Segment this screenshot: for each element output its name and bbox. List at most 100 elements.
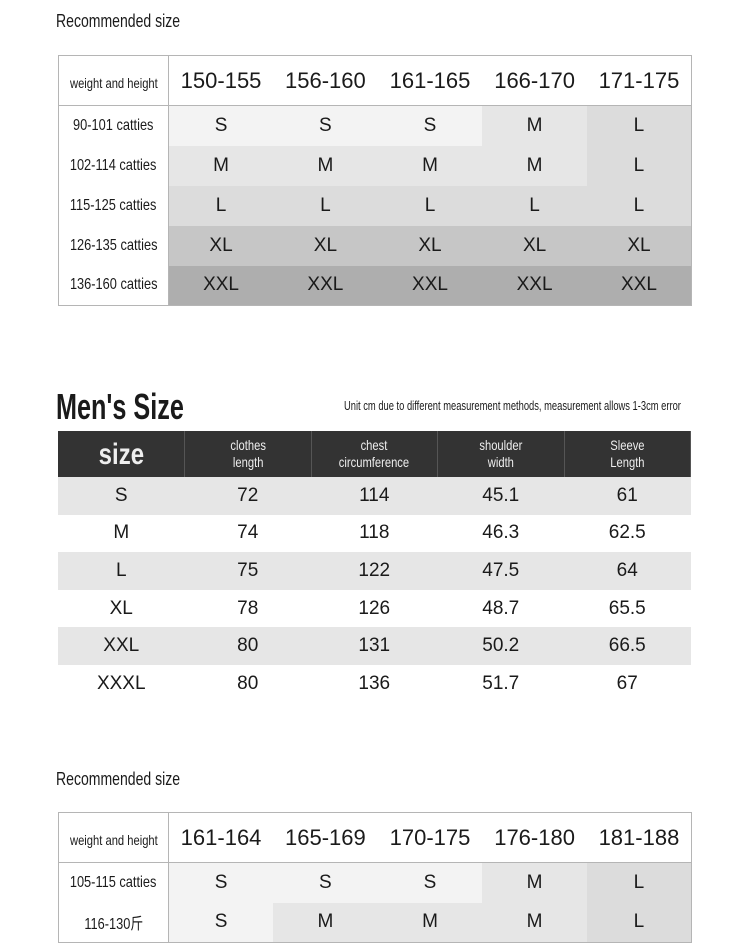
table-row: XXL 80 131 50.2 66.5 [58,627,691,665]
weight-label: 105-115 catties [58,862,169,903]
recommended-size-title-1: Recommended size [56,11,181,31]
header-text: clothes length [230,437,265,471]
table-row: 102-114 catties M M M M L [58,145,692,186]
size-cell: L [273,185,378,226]
weight-label: 116-130斤 [58,902,169,943]
weight-label: 115-125 catties [58,185,169,226]
measurement-cell: 122 [311,552,438,590]
height-header: 176-180 [482,812,587,863]
measurement-cell: 50.2 [437,627,564,665]
size-cell: M [377,902,483,943]
table-row: XXXL 80 136 51.7 67 [58,665,691,703]
measurement-cell: 47.5 [437,552,564,590]
weight-text: 126-135 catties [69,236,158,254]
size-cell: L [586,145,692,186]
size-cell: L [586,902,692,943]
height-header: 161-164 [168,812,274,863]
column-header: Sleeve Length [564,431,691,477]
header-row: size clothes length chest circumference shoul… [58,431,691,477]
size-cell: XL [273,225,378,266]
size-cell: M [482,902,587,943]
measurement-cell: 61 [564,477,691,515]
header-line: width [487,454,514,470]
size-cell: S [377,105,483,146]
corner-text: weight and height [69,74,158,91]
size-cell: XXL [482,265,587,306]
height-header: 161-165 [377,55,483,106]
size-cell: M [482,145,587,186]
height-header: 171-175 [586,55,692,106]
measurement-cell: 78 [237,597,259,619]
header-line: circumference [339,454,410,470]
header-line: shoulder [479,437,523,453]
column-header: shoulder width [437,431,565,477]
measurement-cell: 114 [311,477,438,515]
size-cell: XL [377,225,483,266]
table-row: 90-101 catties S S S M L [58,105,692,146]
measurement-cell: 51.7 [482,672,520,694]
table-row: 115-125 catties L L L L L [58,185,692,226]
column-header: chest circumference [311,431,438,477]
size-cell: S [168,902,274,943]
corner-label: weight and height [58,55,169,106]
size-cell: S [168,862,274,903]
table-row: 136-160 catties XXL XXL XXL XXL XXL [58,265,692,306]
corner-text: weight and height [69,831,158,848]
size-cell: XXL [273,265,378,306]
size-label: XXXL [96,672,146,694]
header-line: Length [610,454,645,470]
size-cell: M [273,145,378,186]
size-label: M [113,522,130,544]
size-cell: L [586,862,692,903]
table-row: 105-115 catties S S S M L [58,862,692,903]
size-cell: L [377,185,483,226]
size-label: S [58,477,185,515]
weight-text: 105-115 catties [70,873,157,891]
header-line: length [232,454,263,470]
header-row: weight and height 150-155 156-160 161-165 16… [58,55,692,106]
recommended-size-table-1: weight and height 150-155 156-160 161-165 16… [58,55,692,306]
column-header: size [58,431,185,477]
size-cell: XL [482,225,587,266]
weight-text: 90-101 catties [73,116,154,134]
size-cell: M [273,902,378,943]
weight-label: 90-101 catties [58,105,169,146]
measurement-cell: 80 [237,672,259,694]
measurement-cell: 80 [184,627,311,665]
header-text: size [98,437,144,471]
size-cell: L [586,185,692,226]
height-header: 170-175 [377,812,483,863]
height-header: 156-160 [273,55,378,106]
measurement-cell: 126 [358,597,391,619]
size-cell: M [482,105,587,146]
size-cell: XXL [377,265,483,306]
header-line: clothes [229,437,266,453]
table-row: S 72 114 45.1 61 [58,477,691,515]
table-row: 126-135 catties XL XL XL XL XL [58,225,692,266]
height-header: 181-188 [586,812,692,863]
height-header: 165-169 [273,812,378,863]
size-cell: M [168,145,274,186]
size-cell: XXL [168,265,274,306]
weight-text: 136-160 catties [69,276,158,294]
size-cell: L [482,185,587,226]
measurement-cell: 74 [237,522,259,544]
measurement-cell: 136 [358,672,391,694]
header-text: Sleeve Length [610,437,644,471]
measurement-cell: 64 [564,552,691,590]
measurement-cell: 66.5 [564,627,691,665]
weight-text: 116-130斤 [84,916,143,934]
weight-label: 102-114 catties [58,145,169,186]
table-row: XL 78 126 48.7 65.5 [58,590,691,628]
size-label: XL [109,597,133,619]
header-row: weight and height 161-164 165-169 170-175 17… [58,812,692,863]
header-line: chest [360,437,388,453]
measurement-cell: 75 [184,552,311,590]
measurement-cell: 72 [184,477,311,515]
size-cell: M [482,862,587,903]
weight-label: 136-160 catties [58,265,169,306]
measurement-note: Unit cm due to different measurement met… [344,398,681,413]
size-cell: XXL [586,265,692,306]
weight-label: 126-135 catties [58,225,169,266]
corner-label: weight and height [58,812,169,863]
